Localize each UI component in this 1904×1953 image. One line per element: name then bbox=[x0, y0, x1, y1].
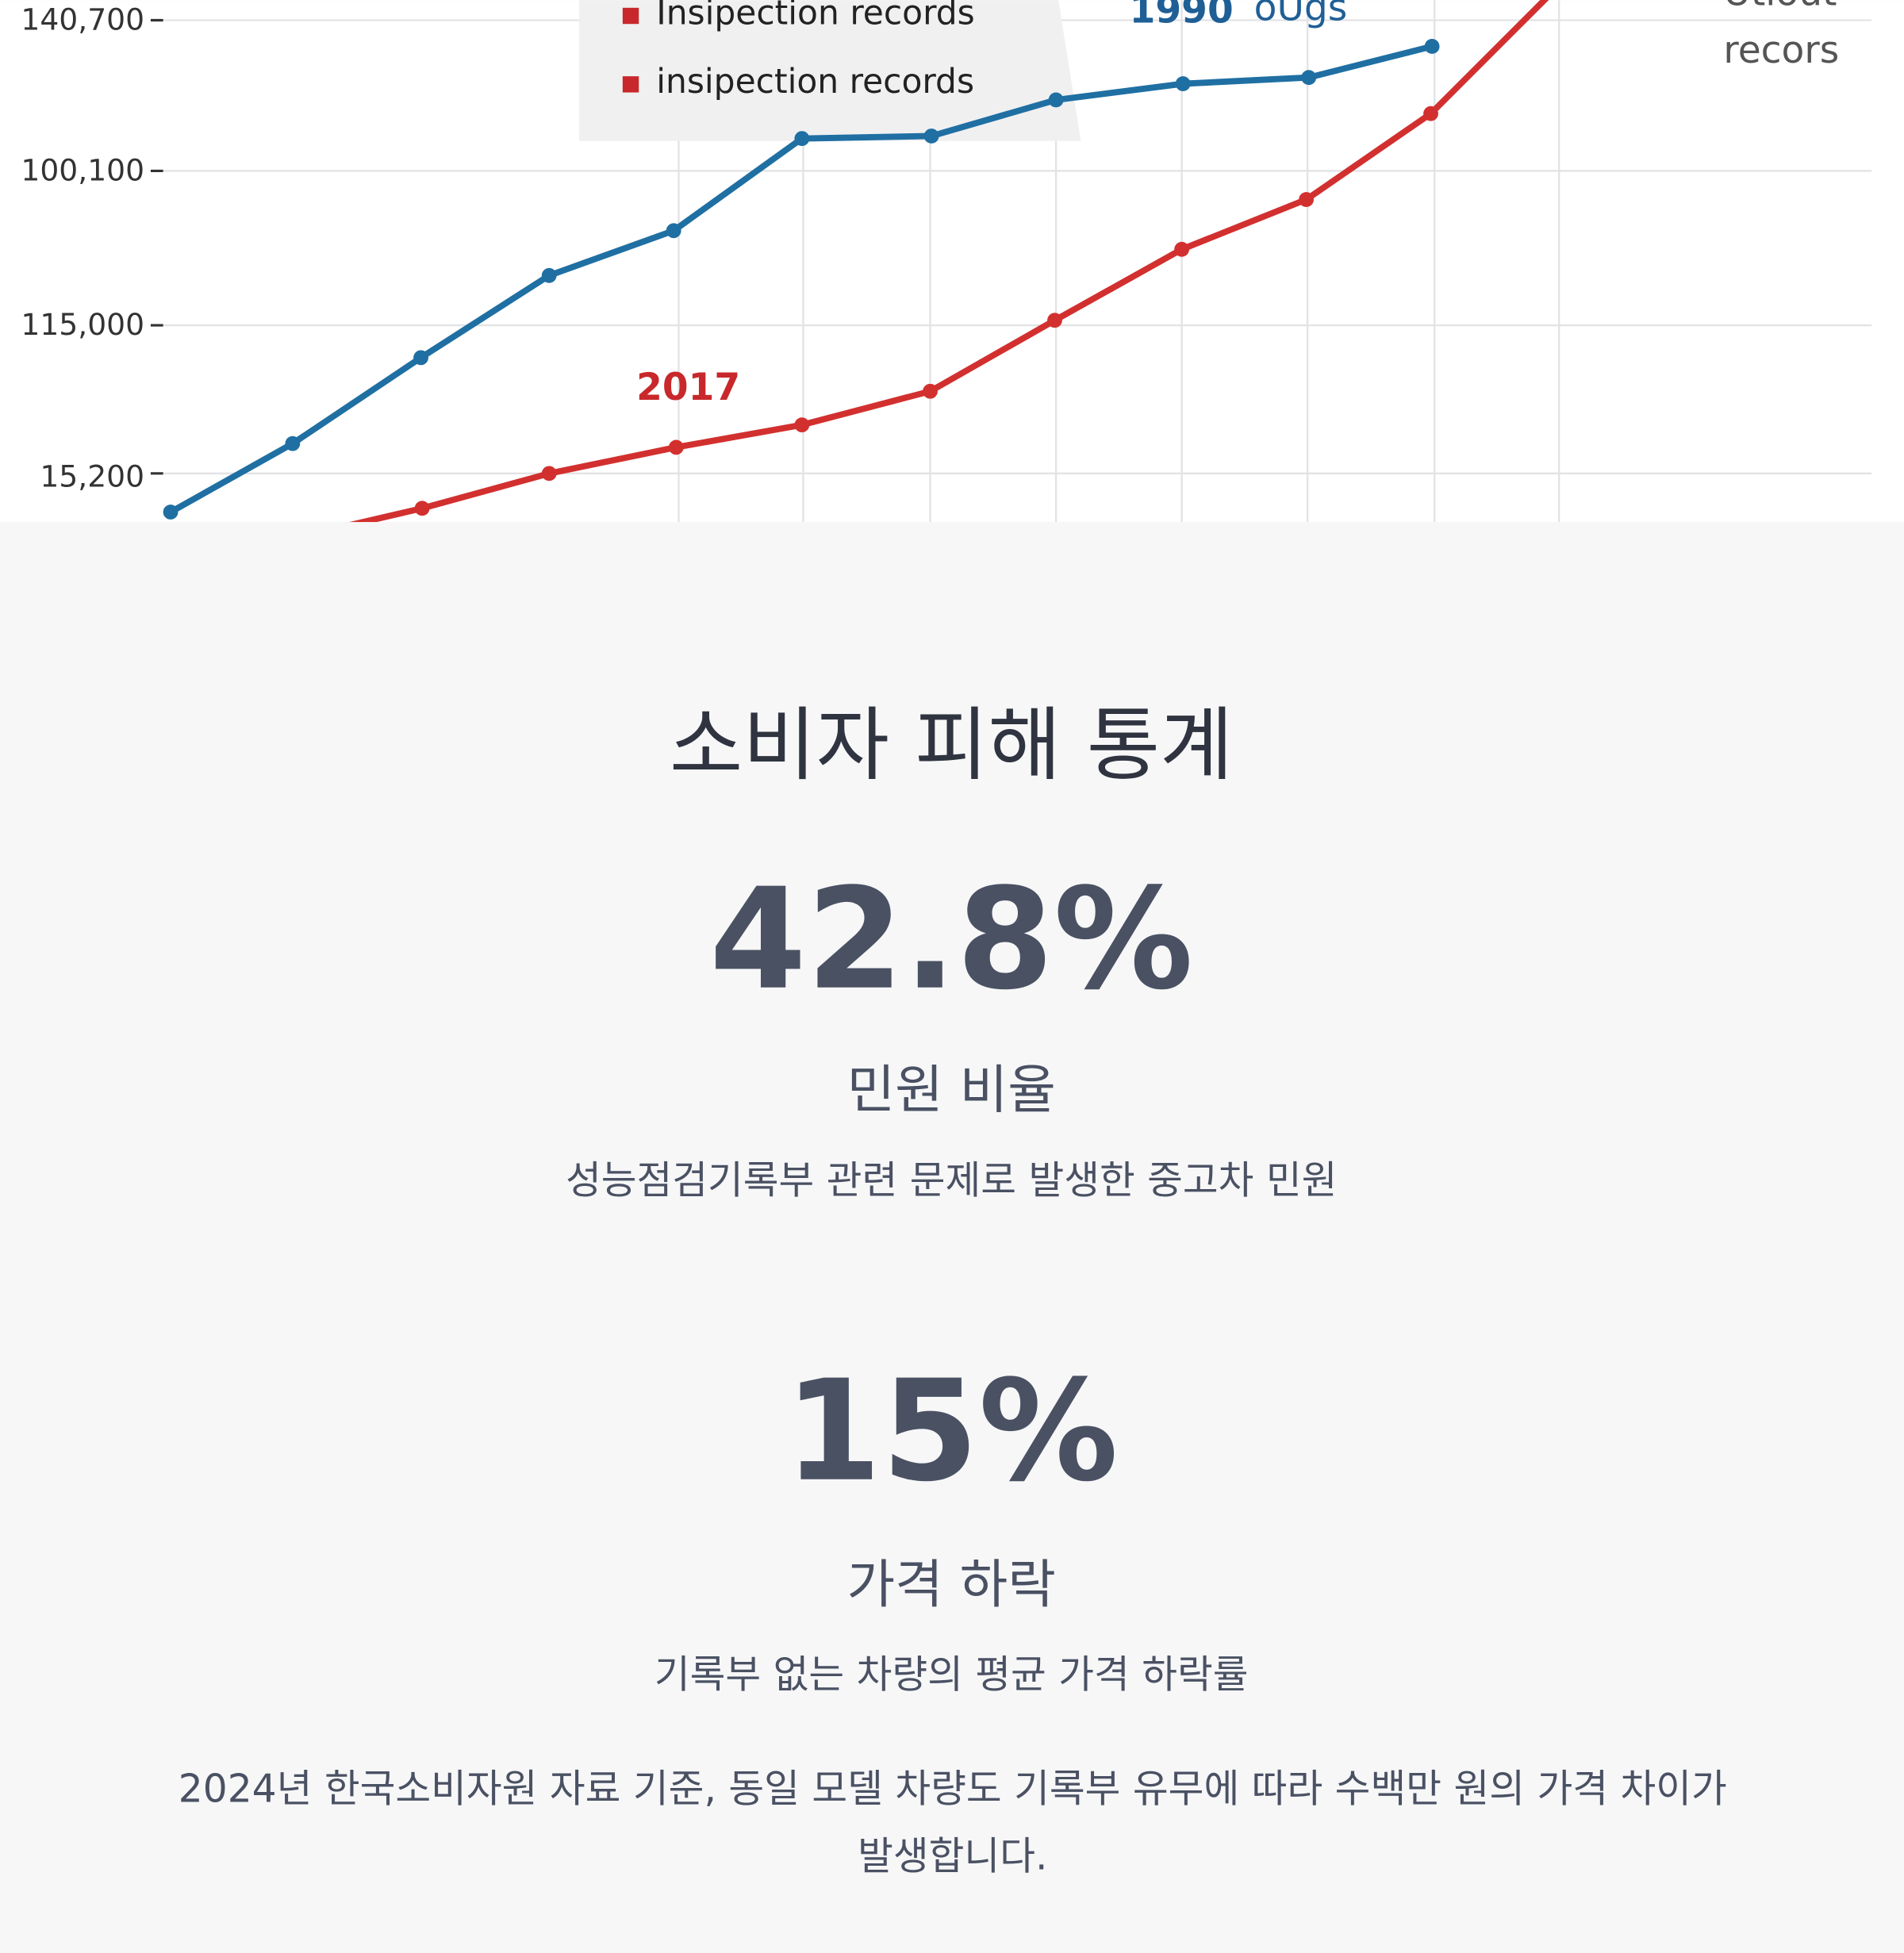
annotation: Utiout bbox=[1723, 0, 1837, 15]
point bbox=[1174, 241, 1190, 257]
point bbox=[413, 350, 428, 366]
legend-label: insipection records bbox=[656, 62, 974, 101]
red-points bbox=[414, 106, 1438, 516]
legend-box bbox=[578, 0, 1081, 141]
stat-value: 15% bbox=[785, 1351, 1119, 1513]
stat-label: 민원 비율 bbox=[846, 1060, 1056, 1121]
point bbox=[414, 501, 430, 516]
section-title: 소비자 피해 통계 bbox=[670, 699, 1234, 792]
point bbox=[1424, 39, 1440, 54]
stat-value: 42.8% bbox=[709, 859, 1193, 1021]
stat-label: 가격 하락 bbox=[846, 1554, 1056, 1615]
stat-description: 기록부 없는 차량의 평균 가격 하락률 bbox=[654, 1653, 1249, 1698]
y-tick-label: 15,200 bbox=[40, 459, 144, 494]
point bbox=[923, 383, 938, 399]
stat-description: 성능점검기록부 관련 문제로 발생한 중고차 민원 bbox=[566, 1159, 1337, 1203]
point bbox=[668, 439, 684, 455]
legend-swatch bbox=[622, 7, 639, 25]
point bbox=[541, 267, 557, 283]
annotation: oUgs bbox=[1254, 0, 1348, 29]
y-tick-label: 100,100 bbox=[21, 153, 144, 188]
tick-marks bbox=[150, 18, 163, 475]
point bbox=[923, 129, 939, 144]
y-tick-label: 140,700 bbox=[21, 2, 144, 37]
annotation: 1990 bbox=[1130, 0, 1234, 33]
annotation: 2017 bbox=[636, 366, 740, 409]
point bbox=[666, 223, 681, 239]
stats-background bbox=[0, 522, 1904, 1953]
point bbox=[285, 435, 301, 451]
blue-points bbox=[163, 39, 1440, 520]
note-container: 2024년 한국소비자원 자료 기준, 동일 모델 차량도 기록부 유무에 따라… bbox=[178, 1767, 1727, 1879]
legend-label: Insipection records bbox=[656, 0, 975, 33]
point bbox=[1301, 70, 1317, 86]
point bbox=[541, 466, 557, 482]
point bbox=[163, 505, 178, 520]
annotation: recors bbox=[1723, 29, 1839, 72]
point bbox=[1175, 76, 1191, 91]
y-tick-label: 115,000 bbox=[21, 307, 144, 342]
point bbox=[794, 417, 810, 433]
note: 2024년 한국소비자원 자료 기준, 동일 모델 차량도 기록부 유무에 따라… bbox=[178, 1767, 1727, 1879]
point bbox=[1299, 192, 1314, 207]
point bbox=[1423, 106, 1438, 121]
legend-swatch bbox=[622, 76, 639, 93]
point bbox=[794, 131, 810, 147]
point bbox=[1047, 313, 1062, 328]
point bbox=[1048, 92, 1064, 108]
